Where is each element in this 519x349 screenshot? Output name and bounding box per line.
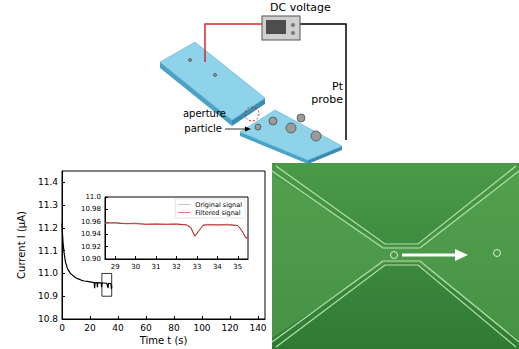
svg-text:Original signal: Original signal bbox=[195, 201, 242, 209]
svg-text:35: 35 bbox=[233, 263, 242, 271]
svg-text:Pt: Pt bbox=[332, 80, 344, 93]
svg-text:10.98: 10.98 bbox=[81, 205, 101, 213]
svg-text:0: 0 bbox=[59, 323, 65, 333]
svg-text:32: 32 bbox=[172, 263, 181, 271]
svg-text:31: 31 bbox=[152, 263, 161, 271]
svg-text:30: 30 bbox=[131, 263, 140, 271]
svg-text:80: 80 bbox=[168, 323, 180, 333]
svg-text:11.1: 11.1 bbox=[38, 246, 58, 256]
svg-text:29: 29 bbox=[111, 263, 120, 271]
svg-text:particle: particle bbox=[184, 123, 222, 134]
svg-text:20: 20 bbox=[84, 323, 96, 333]
svg-text:11.0: 11.0 bbox=[85, 193, 101, 201]
svg-text:10.94: 10.94 bbox=[81, 230, 102, 238]
svg-text:10.8: 10.8 bbox=[38, 314, 58, 324]
svg-text:140: 140 bbox=[249, 323, 266, 333]
svg-text:11.2: 11.2 bbox=[38, 223, 58, 233]
svg-text:aperture: aperture bbox=[183, 108, 226, 119]
svg-text:100: 100 bbox=[193, 323, 210, 333]
svg-text:DC voltage: DC voltage bbox=[270, 1, 331, 14]
svg-text:33: 33 bbox=[192, 263, 201, 271]
svg-text:120: 120 bbox=[221, 323, 238, 333]
svg-text:10.92: 10.92 bbox=[81, 243, 101, 251]
svg-text:11.0: 11.0 bbox=[38, 268, 58, 278]
svg-text:Time t (s): Time t (s) bbox=[139, 335, 188, 346]
svg-text:probe: probe bbox=[311, 93, 343, 106]
svg-text:40: 40 bbox=[112, 323, 124, 333]
svg-text:60: 60 bbox=[140, 323, 152, 333]
svg-text:10.9: 10.9 bbox=[38, 291, 58, 301]
svg-text:Current I (μA): Current I (μA) bbox=[16, 211, 27, 279]
svg-text:10.96: 10.96 bbox=[81, 218, 102, 226]
svg-text:10.90: 10.90 bbox=[81, 255, 101, 263]
svg-text:Filtered signal: Filtered signal bbox=[195, 209, 241, 217]
svg-text:11.4: 11.4 bbox=[38, 177, 58, 187]
svg-text:34: 34 bbox=[213, 263, 222, 271]
svg-text:11.3: 11.3 bbox=[38, 200, 58, 210]
